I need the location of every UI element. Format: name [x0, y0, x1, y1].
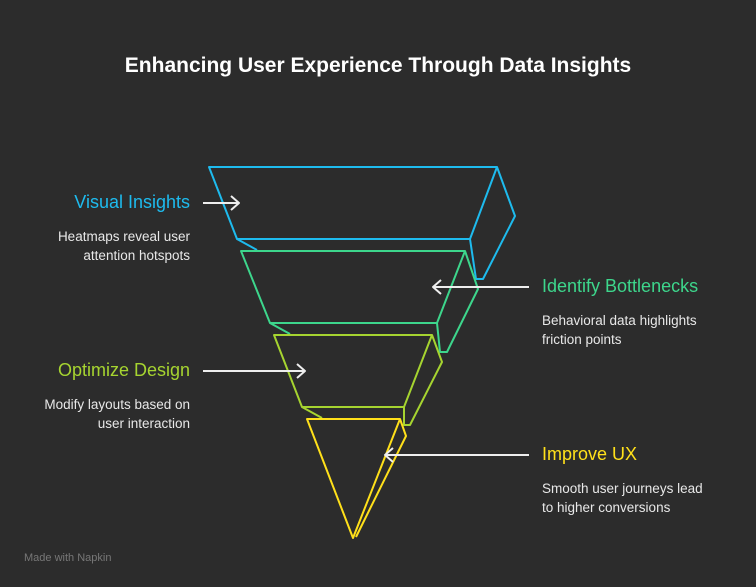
funnel-stage-2: [240, 250, 479, 353]
funnel-stage-3: [273, 334, 443, 426]
stage-1-heading: Visual Insights: [74, 192, 190, 212]
stage-2-heading: Identify Bottlenecks: [542, 276, 699, 296]
funnel-stage-4: [306, 418, 407, 539]
diagram-title: Enhancing User Experience Through Data I…: [124, 54, 632, 77]
stage-2-description: Behavioral data highlights friction point…: [542, 313, 697, 347]
stage-4-heading: Improve UX: [542, 444, 638, 464]
stage-3-description: Modify layouts based on user interaction: [44, 397, 190, 431]
stage-3-heading: Optimize Design: [57, 360, 190, 380]
stage-1-description: Heatmaps reveal user attention hotspots: [57, 229, 190, 263]
funnel-stage-1: [208, 166, 516, 280]
stage-4-description: Smooth user journeys lead to higher conve…: [542, 481, 703, 515]
napkin-footer: Made with Napkin: [24, 552, 112, 564]
arrows: [203, 195, 529, 463]
